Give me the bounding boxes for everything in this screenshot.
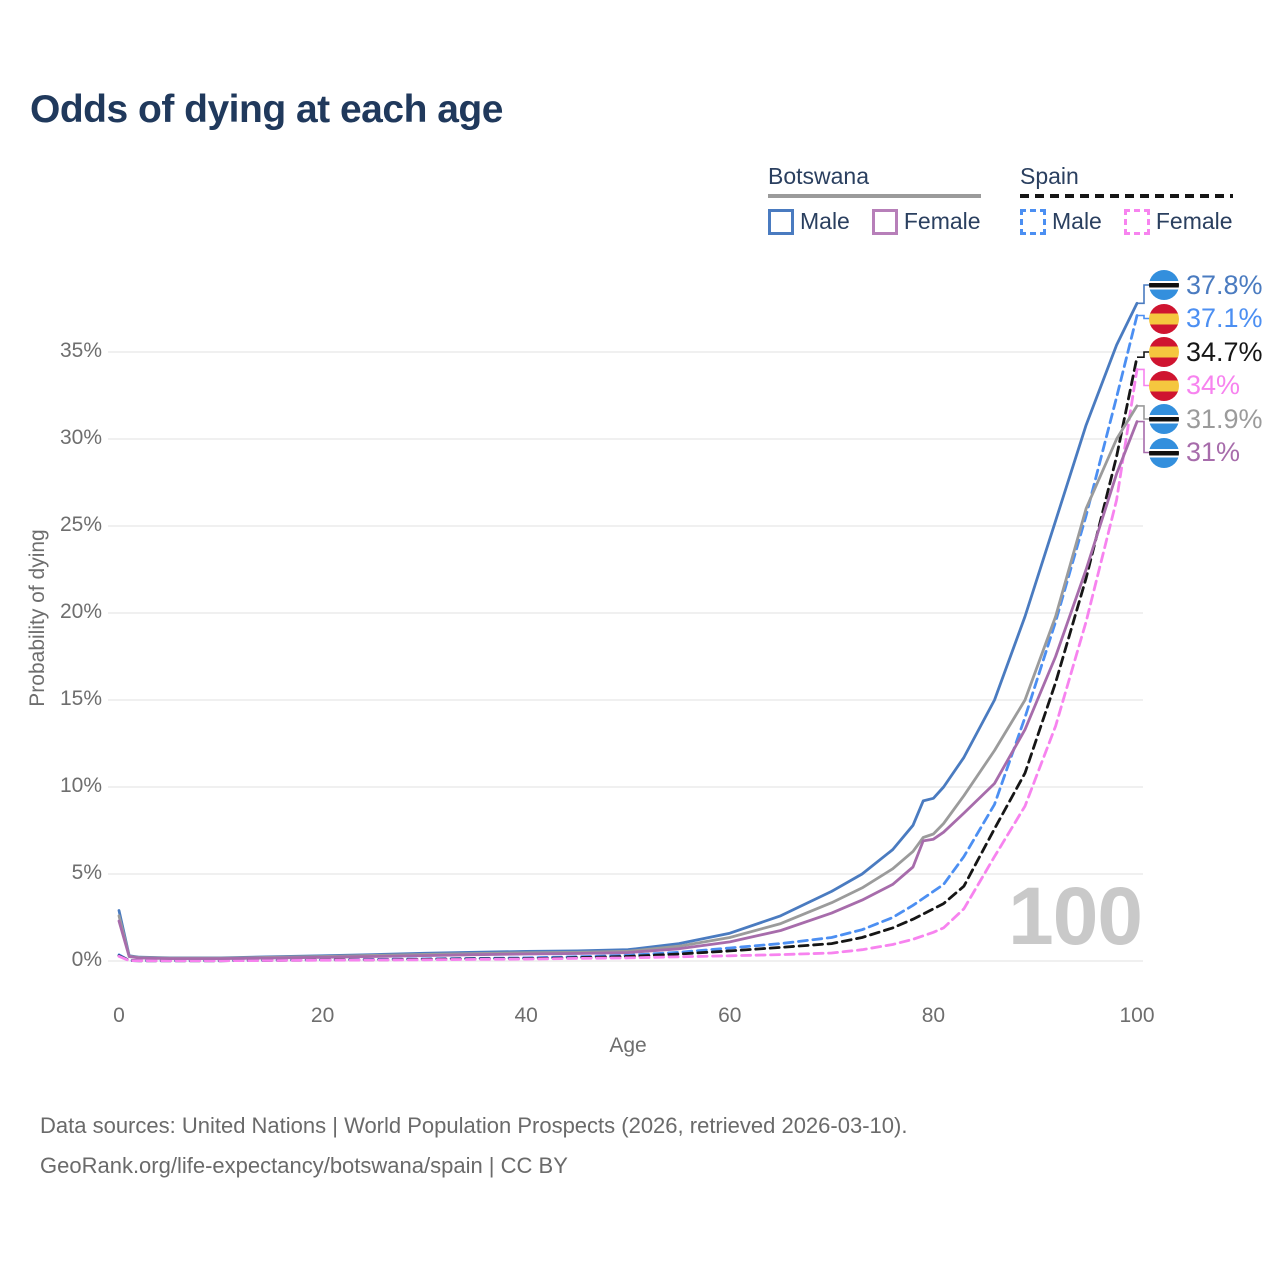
- legend-item-botswana-male[interactable]: Male: [768, 208, 850, 235]
- end-label-value: 31%: [1186, 437, 1241, 467]
- legend-country-title: Botswana: [768, 163, 870, 189]
- legend-item-label: Male: [800, 208, 850, 234]
- footer-sources-line: Data sources: United Nations | World Pop…: [40, 1113, 908, 1138]
- legend-item-botswana-female[interactable]: Female: [871, 208, 981, 235]
- legend-group-botswana: Botswana Male Female: [768, 163, 981, 235]
- end-label-botswana-female: 31%: [1149, 436, 1240, 469]
- y-tick-label: 0%: [71, 948, 102, 971]
- end-label-spain-female: 34%: [1149, 369, 1240, 402]
- end-label-value: 34.7%: [1186, 336, 1263, 367]
- spain-flag-icon: [1149, 370, 1179, 401]
- hover-age-watermark: 100: [1008, 871, 1143, 962]
- leader-line-botswana-female: [1137, 420, 1151, 454]
- x-tick-label: 20: [310, 1004, 335, 1027]
- x-tick-label: 40: [514, 1004, 538, 1027]
- end-label-value: 31.9%: [1186, 403, 1263, 434]
- y-tick-label: 15%: [59, 687, 102, 710]
- y-tick-label: 35%: [59, 339, 102, 362]
- end-label-value: 37.8%: [1186, 269, 1263, 300]
- legend-country-line-sample: [768, 194, 981, 198]
- x-tick-label: 0: [113, 1004, 125, 1027]
- y-tick-label: 5%: [71, 861, 102, 884]
- end-label-value: 34%: [1186, 370, 1241, 400]
- botswana-flag-icon: [1149, 404, 1179, 434]
- leader-line-spain-both: [1137, 351, 1151, 358]
- x-tick-label: 60: [718, 1004, 742, 1027]
- series-line-spain-both[interactable]: [117, 355, 1139, 963]
- botswana-flag-icon: [1149, 437, 1179, 468]
- legend-swatch-icon: [768, 208, 794, 235]
- footer: Data sources: United Nations | World Pop…: [40, 1106, 907, 1186]
- legend-item-label: Male: [1052, 208, 1102, 234]
- end-label-spain-both: 34.7%: [1149, 336, 1263, 369]
- spain-flag-icon: [1149, 337, 1179, 367]
- series-line-botswana-male[interactable]: [117, 301, 1139, 960]
- chart-title: Odds of dying at each age: [30, 88, 503, 131]
- footer-attribution-line: GeoRank.org/life-expectancy/botswana/spa…: [40, 1153, 568, 1178]
- legend-swatch-icon: [871, 208, 898, 235]
- series-line-botswana-both[interactable]: [117, 404, 1139, 960]
- leader-line-spain-male: [1137, 314, 1151, 320]
- leader-line-botswana-male: [1137, 284, 1151, 305]
- end-label-botswana-both: 31.9%: [1149, 403, 1263, 436]
- legend-item-label: Female: [1155, 208, 1233, 234]
- end-label-value: 37.1%: [1186, 303, 1263, 333]
- series-line-spain-female[interactable]: [117, 368, 1139, 963]
- legend-item-spain-female[interactable]: Female: [1123, 208, 1233, 235]
- y-tick-label: 25%: [59, 513, 102, 536]
- y-tick-label: 30%: [59, 426, 102, 449]
- x-axis-title: Age: [609, 1034, 647, 1057]
- legend-group-spain: Spain Male Female: [1020, 163, 1233, 235]
- spain-flag-icon: [1149, 303, 1179, 334]
- leader-line-spain-female: [1137, 368, 1151, 387]
- legend-country-title: Spain: [1020, 163, 1079, 189]
- legend-country-line-sample: [1020, 194, 1233, 198]
- end-label-spain-male: 37.1%: [1149, 302, 1263, 335]
- y-tick-label: 10%: [59, 774, 102, 797]
- legend-swatch-icon: [1020, 208, 1046, 235]
- series-line-spain-male[interactable]: [117, 314, 1139, 963]
- legend-items: Male Female: [768, 208, 981, 235]
- legend-swatch-icon: [1123, 208, 1150, 235]
- legend-item-spain-male[interactable]: Male: [1020, 208, 1102, 235]
- botswana-flag-icon: [1149, 270, 1179, 300]
- series-line-botswana-female[interactable]: [117, 420, 1139, 960]
- end-label-botswana-male: 37.8%: [1149, 269, 1263, 302]
- y-tick-label: 20%: [59, 600, 102, 623]
- x-tick-label: 80: [921, 1004, 946, 1027]
- legend-item-label: Female: [903, 208, 981, 234]
- leader-line-botswana-both: [1137, 405, 1151, 420]
- x-tick-label: 100: [1119, 1004, 1155, 1027]
- legend-items: Male Female: [1020, 208, 1233, 235]
